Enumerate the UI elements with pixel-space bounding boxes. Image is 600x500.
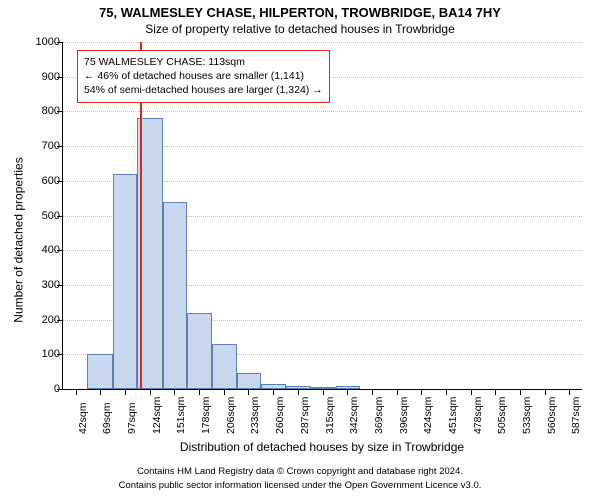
- y-tick-label: 100: [26, 348, 60, 360]
- x-tick: [273, 389, 274, 395]
- x-tick: [446, 389, 447, 395]
- histogram-bar: [212, 344, 237, 389]
- x-tick: [199, 389, 200, 395]
- x-tick: [347, 389, 348, 395]
- x-tick: [471, 389, 472, 395]
- x-tick: [224, 389, 225, 395]
- annotation-line-2: ← 46% of detached houses are smaller (1,…: [84, 69, 323, 83]
- y-tick-label: 700: [26, 140, 60, 152]
- x-tick-label: 233sqm: [249, 397, 261, 434]
- histogram-bar: [187, 313, 211, 389]
- annotation-line-1: 75 WALMESLEY CHASE: 113sqm: [84, 55, 323, 69]
- x-tick-label: 97sqm: [126, 402, 138, 434]
- histogram-bar: [113, 174, 137, 389]
- x-tick: [397, 389, 398, 395]
- x-axis-label: Distribution of detached houses by size …: [62, 440, 582, 454]
- x-tick: [569, 389, 570, 395]
- y-tick-label: 0: [26, 383, 60, 395]
- x-tick-label: 560sqm: [546, 397, 558, 434]
- x-tick: [372, 389, 373, 395]
- x-tick: [125, 389, 126, 395]
- x-tick-label: 151sqm: [175, 397, 187, 434]
- x-tick-label: 42sqm: [77, 402, 89, 434]
- histogram-bar: [87, 354, 112, 389]
- chart-title: 75, WALMESLEY CHASE, HILPERTON, TROWBRID…: [0, 5, 600, 20]
- x-tick-label: 369sqm: [373, 397, 385, 434]
- x-tick: [323, 389, 324, 395]
- x-tick-label: 451sqm: [447, 397, 459, 434]
- y-tick-label: 900: [26, 71, 60, 83]
- footer-line-2: Contains public sector information licen…: [0, 480, 600, 491]
- x-tick-label: 396sqm: [398, 397, 410, 434]
- x-tick-label: 206sqm: [225, 397, 237, 434]
- x-tick-label: 69sqm: [101, 402, 113, 434]
- x-tick: [174, 389, 175, 395]
- chart-subtitle: Size of property relative to detached ho…: [0, 22, 600, 36]
- x-tick: [520, 389, 521, 395]
- y-axis-label: Number of detached properties: [12, 157, 26, 322]
- x-tick-label: 287sqm: [299, 397, 311, 434]
- x-tick-label: 124sqm: [151, 397, 163, 434]
- annotation-box: 75 WALMESLEY CHASE: 113sqm ← 46% of deta…: [77, 50, 330, 103]
- footer-line-1: Contains HM Land Registry data © Crown c…: [0, 466, 600, 477]
- y-tick-label: 200: [26, 314, 60, 326]
- x-tick-label: 315sqm: [324, 397, 336, 434]
- x-tick-label: 587sqm: [570, 397, 582, 434]
- histogram-bar: [237, 373, 261, 389]
- x-tick-label: 424sqm: [422, 397, 434, 434]
- x-tick-label: 533sqm: [521, 397, 533, 434]
- x-tick: [76, 389, 77, 395]
- x-tick: [248, 389, 249, 395]
- y-tick-label: 600: [26, 175, 60, 187]
- chart-container: 75, WALMESLEY CHASE, HILPERTON, TROWBRID…: [0, 0, 600, 500]
- histogram-bar: [163, 202, 187, 389]
- x-tick-label: 342sqm: [348, 397, 360, 434]
- x-tick: [298, 389, 299, 395]
- y-tick-label: 1000: [26, 36, 60, 48]
- plot-area: 75 WALMESLEY CHASE: 113sqm ← 46% of deta…: [62, 42, 582, 390]
- annotation-line-3: 54% of semi-detached houses are larger (…: [84, 83, 323, 97]
- x-tick: [150, 389, 151, 395]
- y-tick-label: 300: [26, 279, 60, 291]
- x-tick-label: 505sqm: [496, 397, 508, 434]
- x-tick: [495, 389, 496, 395]
- x-tick: [545, 389, 546, 395]
- y-tick-label: 400: [26, 244, 60, 256]
- x-tick-label: 260sqm: [274, 397, 286, 434]
- y-tick-label: 800: [26, 105, 60, 117]
- x-tick: [100, 389, 101, 395]
- y-axis-label-wrap: Number of detached properties: [12, 70, 26, 410]
- x-tick: [421, 389, 422, 395]
- x-tick-label: 178sqm: [200, 397, 212, 434]
- x-tick-label: 478sqm: [472, 397, 484, 434]
- y-tick-label: 500: [26, 210, 60, 222]
